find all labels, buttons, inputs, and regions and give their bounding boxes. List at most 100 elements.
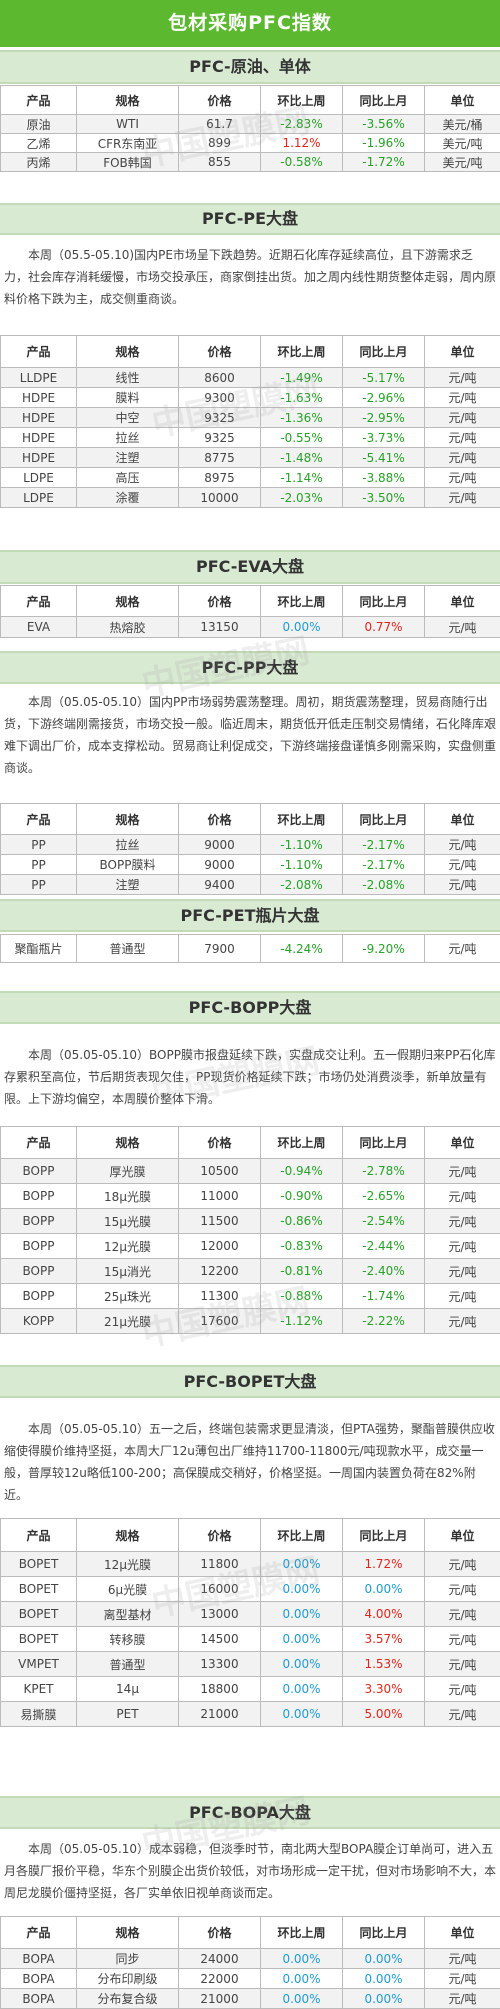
table-cell: 14500 (179, 1627, 261, 1652)
table-cell: 0.77% (343, 617, 425, 638)
table-cell: 11500 (179, 1209, 261, 1234)
table-cell: -2.78% (343, 1159, 425, 1184)
table-cell: 6μ光膜 (77, 1577, 179, 1602)
column-header: 规格 (77, 1127, 179, 1159)
table-cell: VMPET (1, 1652, 77, 1677)
table-cell: -2.40% (343, 1259, 425, 1284)
table-cell: 元/吨 (425, 1159, 500, 1184)
table-cell: -1.10% (261, 855, 343, 875)
table-cell: 13300 (179, 1652, 261, 1677)
table-cell: BOPP (1, 1259, 77, 1284)
table-cell: 元/吨 (425, 1602, 500, 1627)
table-cell: 0.00% (261, 1577, 343, 1602)
table-cell: -2.96% (343, 388, 425, 408)
table-cell: 注塑 (77, 875, 179, 895)
table-cell: -5.41% (343, 448, 425, 468)
table-cell: BOPA (1, 1969, 77, 1989)
table-cell: 0.00% (261, 617, 343, 638)
section-summary-bopet: 本周（05.05-05.10）五一之后，终端包装需求更显清淡，但PTA强势，聚酯… (4, 1418, 496, 1508)
table-cell: 13150 (179, 617, 261, 638)
column-header: 同比上月 (343, 586, 425, 617)
table-cell: 12000 (179, 1234, 261, 1259)
section-title-pe: PFC-PE大盘 (0, 203, 500, 235)
column-header: 规格 (77, 804, 179, 835)
table-cell: 高压 (77, 468, 179, 488)
table-cell: -2.95% (343, 408, 425, 428)
table-cell: 转移膜 (77, 1627, 179, 1652)
table-cell: 0.00% (261, 1969, 343, 1989)
table-cell: 11300 (179, 1284, 261, 1309)
table-cell: PP (1, 835, 77, 855)
column-header: 同比上月 (343, 804, 425, 835)
table-cell: -3.56% (343, 115, 425, 134)
table-cell: 0.00% (261, 1602, 343, 1627)
table-cell: BOPP (1, 1234, 77, 1259)
table-cell: -0.90% (261, 1184, 343, 1209)
table-cell: -2.03% (261, 488, 343, 508)
table-cell: 元/吨 (425, 1652, 500, 1677)
table-cell: 0.00% (343, 1949, 425, 1969)
table-cell: 11800 (179, 1552, 261, 1577)
column-header: 价格 (179, 1519, 261, 1552)
table-cell: 899 (179, 134, 261, 153)
table-cell: 元/吨 (425, 1627, 500, 1652)
section-summary-pp: 本周（05.05-05.10）国内PP市场弱势震荡整理。周初，期货震荡整理，贸易… (4, 691, 496, 801)
column-header: 同比上月 (343, 336, 425, 368)
table-cell: 0.00% (261, 1949, 343, 1969)
table-cell: 元/吨 (425, 617, 500, 638)
column-header: 产品 (1, 86, 77, 115)
table-cell: 11000 (179, 1184, 261, 1209)
column-header: 环比上周 (261, 86, 343, 115)
table-cell: BOPET (1, 1602, 77, 1627)
table-header-row: 产品规格价格环比上周同比上月单位 (1, 586, 500, 617)
column-header: 产品 (1, 1519, 77, 1552)
column-header: 产品 (1, 586, 77, 617)
table-cell: 9000 (179, 835, 261, 855)
table-cell: 元/吨 (425, 1989, 500, 2009)
table-cell: LLDPE (1, 368, 77, 388)
table-cell: 12200 (179, 1259, 261, 1284)
column-header: 规格 (77, 86, 179, 115)
table-header-row: 产品规格价格环比上周同比上月单位 (1, 1519, 500, 1552)
column-header: 规格 (77, 1519, 179, 1552)
table-cell: 1.12% (261, 134, 343, 153)
table-cell: -2.22% (343, 1309, 425, 1334)
table-cell: -2.08% (343, 875, 425, 895)
column-header: 价格 (179, 804, 261, 835)
table-cell: 9400 (179, 875, 261, 895)
table-cell: 15μ消光 (77, 1259, 179, 1284)
column-header: 单位 (425, 1127, 500, 1159)
column-header: 产品 (1, 1127, 77, 1159)
table-cell: 13000 (179, 1602, 261, 1627)
table-cell: 0.00% (261, 1702, 343, 1727)
table-cell: 拉丝 (77, 428, 179, 448)
table-cell: BOPP (1, 1159, 77, 1184)
table-cell: 0.00% (343, 1989, 425, 2009)
table-header-row: 产品规格价格环比上周同比上月单位 (1, 804, 500, 835)
table-cell: BOPP膜料 (77, 855, 179, 875)
table-cell: 元/吨 (425, 1702, 500, 1727)
column-header: 环比上周 (261, 1127, 343, 1159)
table-cell: -3.50% (343, 488, 425, 508)
table-cell: 元/吨 (425, 448, 500, 468)
table-cell: 同步 (77, 1949, 179, 1969)
table-cell: 丙烯 (1, 153, 77, 172)
column-header: 产品 (1, 804, 77, 835)
table-header-row: 产品规格价格环比上周同比上月单位 (1, 1127, 500, 1159)
table-cell: KOPP (1, 1309, 77, 1334)
